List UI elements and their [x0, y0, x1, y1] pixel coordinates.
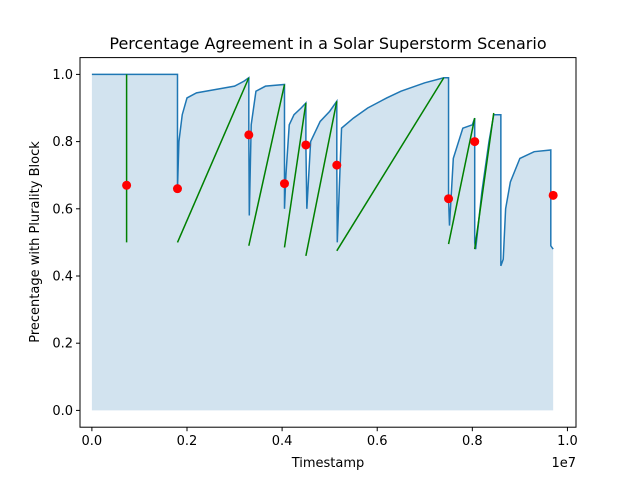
green-segment-3: [283, 102, 307, 248]
x-axis: 0.0 0.2 0.4 0.6 0.8 1.0: [82, 427, 578, 449]
x-tick-label-5: 1.0: [557, 434, 578, 449]
x-tick-label-0: 0.0: [82, 434, 103, 449]
chart-title: Percentage Agreement in a Solar Supersto…: [109, 34, 546, 53]
red-marker-1: [172, 184, 182, 194]
red-marker-3: [279, 179, 289, 189]
green-segment-6: [447, 117, 476, 245]
markers-layer: [122, 130, 558, 204]
x-tick-label-4: 0.8: [462, 434, 483, 449]
y-tick-label-1: 0.2: [52, 337, 73, 352]
red-marker-8: [548, 190, 558, 200]
x-tick-label-2: 0.4: [272, 434, 293, 449]
segments-layer: [125, 74, 495, 256]
y-tick-label-3: 0.6: [52, 202, 73, 217]
red-marker-0: [122, 180, 132, 190]
green-segment-2: [248, 84, 286, 246]
red-marker-5: [332, 160, 342, 170]
y-axis-label: Precentage with Plurality Block: [28, 141, 43, 343]
y-axis: 0.0 0.2 0.4 0.6 0.8 1.0: [52, 68, 80, 419]
green-segment-7: [473, 112, 495, 250]
plot-frame: [79, 57, 577, 428]
red-marker-6: [444, 194, 454, 204]
x-axis-offset-label: 1e7: [551, 456, 576, 471]
area-fill-path: [91, 74, 554, 411]
y-tick-label-4: 0.8: [52, 135, 73, 150]
area-fill: [91, 74, 554, 411]
y-tick-label-2: 0.4: [52, 270, 73, 285]
red-marker-2: [244, 130, 254, 140]
red-marker-7: [470, 137, 480, 147]
red-marker-4: [301, 140, 311, 150]
green-segment-4: [305, 101, 338, 256]
green-segment-5: [336, 77, 445, 252]
x-axis-label: Timestamp: [291, 456, 365, 471]
x-tick-label-1: 0.2: [177, 434, 198, 449]
green-segment-1: [176, 77, 250, 243]
x-tick-label-3: 0.6: [367, 434, 388, 449]
y-tick-label-5: 1.0: [52, 68, 73, 83]
y-tick-label-0: 0.0: [52, 404, 73, 419]
plot-area: [91, 73, 558, 411]
